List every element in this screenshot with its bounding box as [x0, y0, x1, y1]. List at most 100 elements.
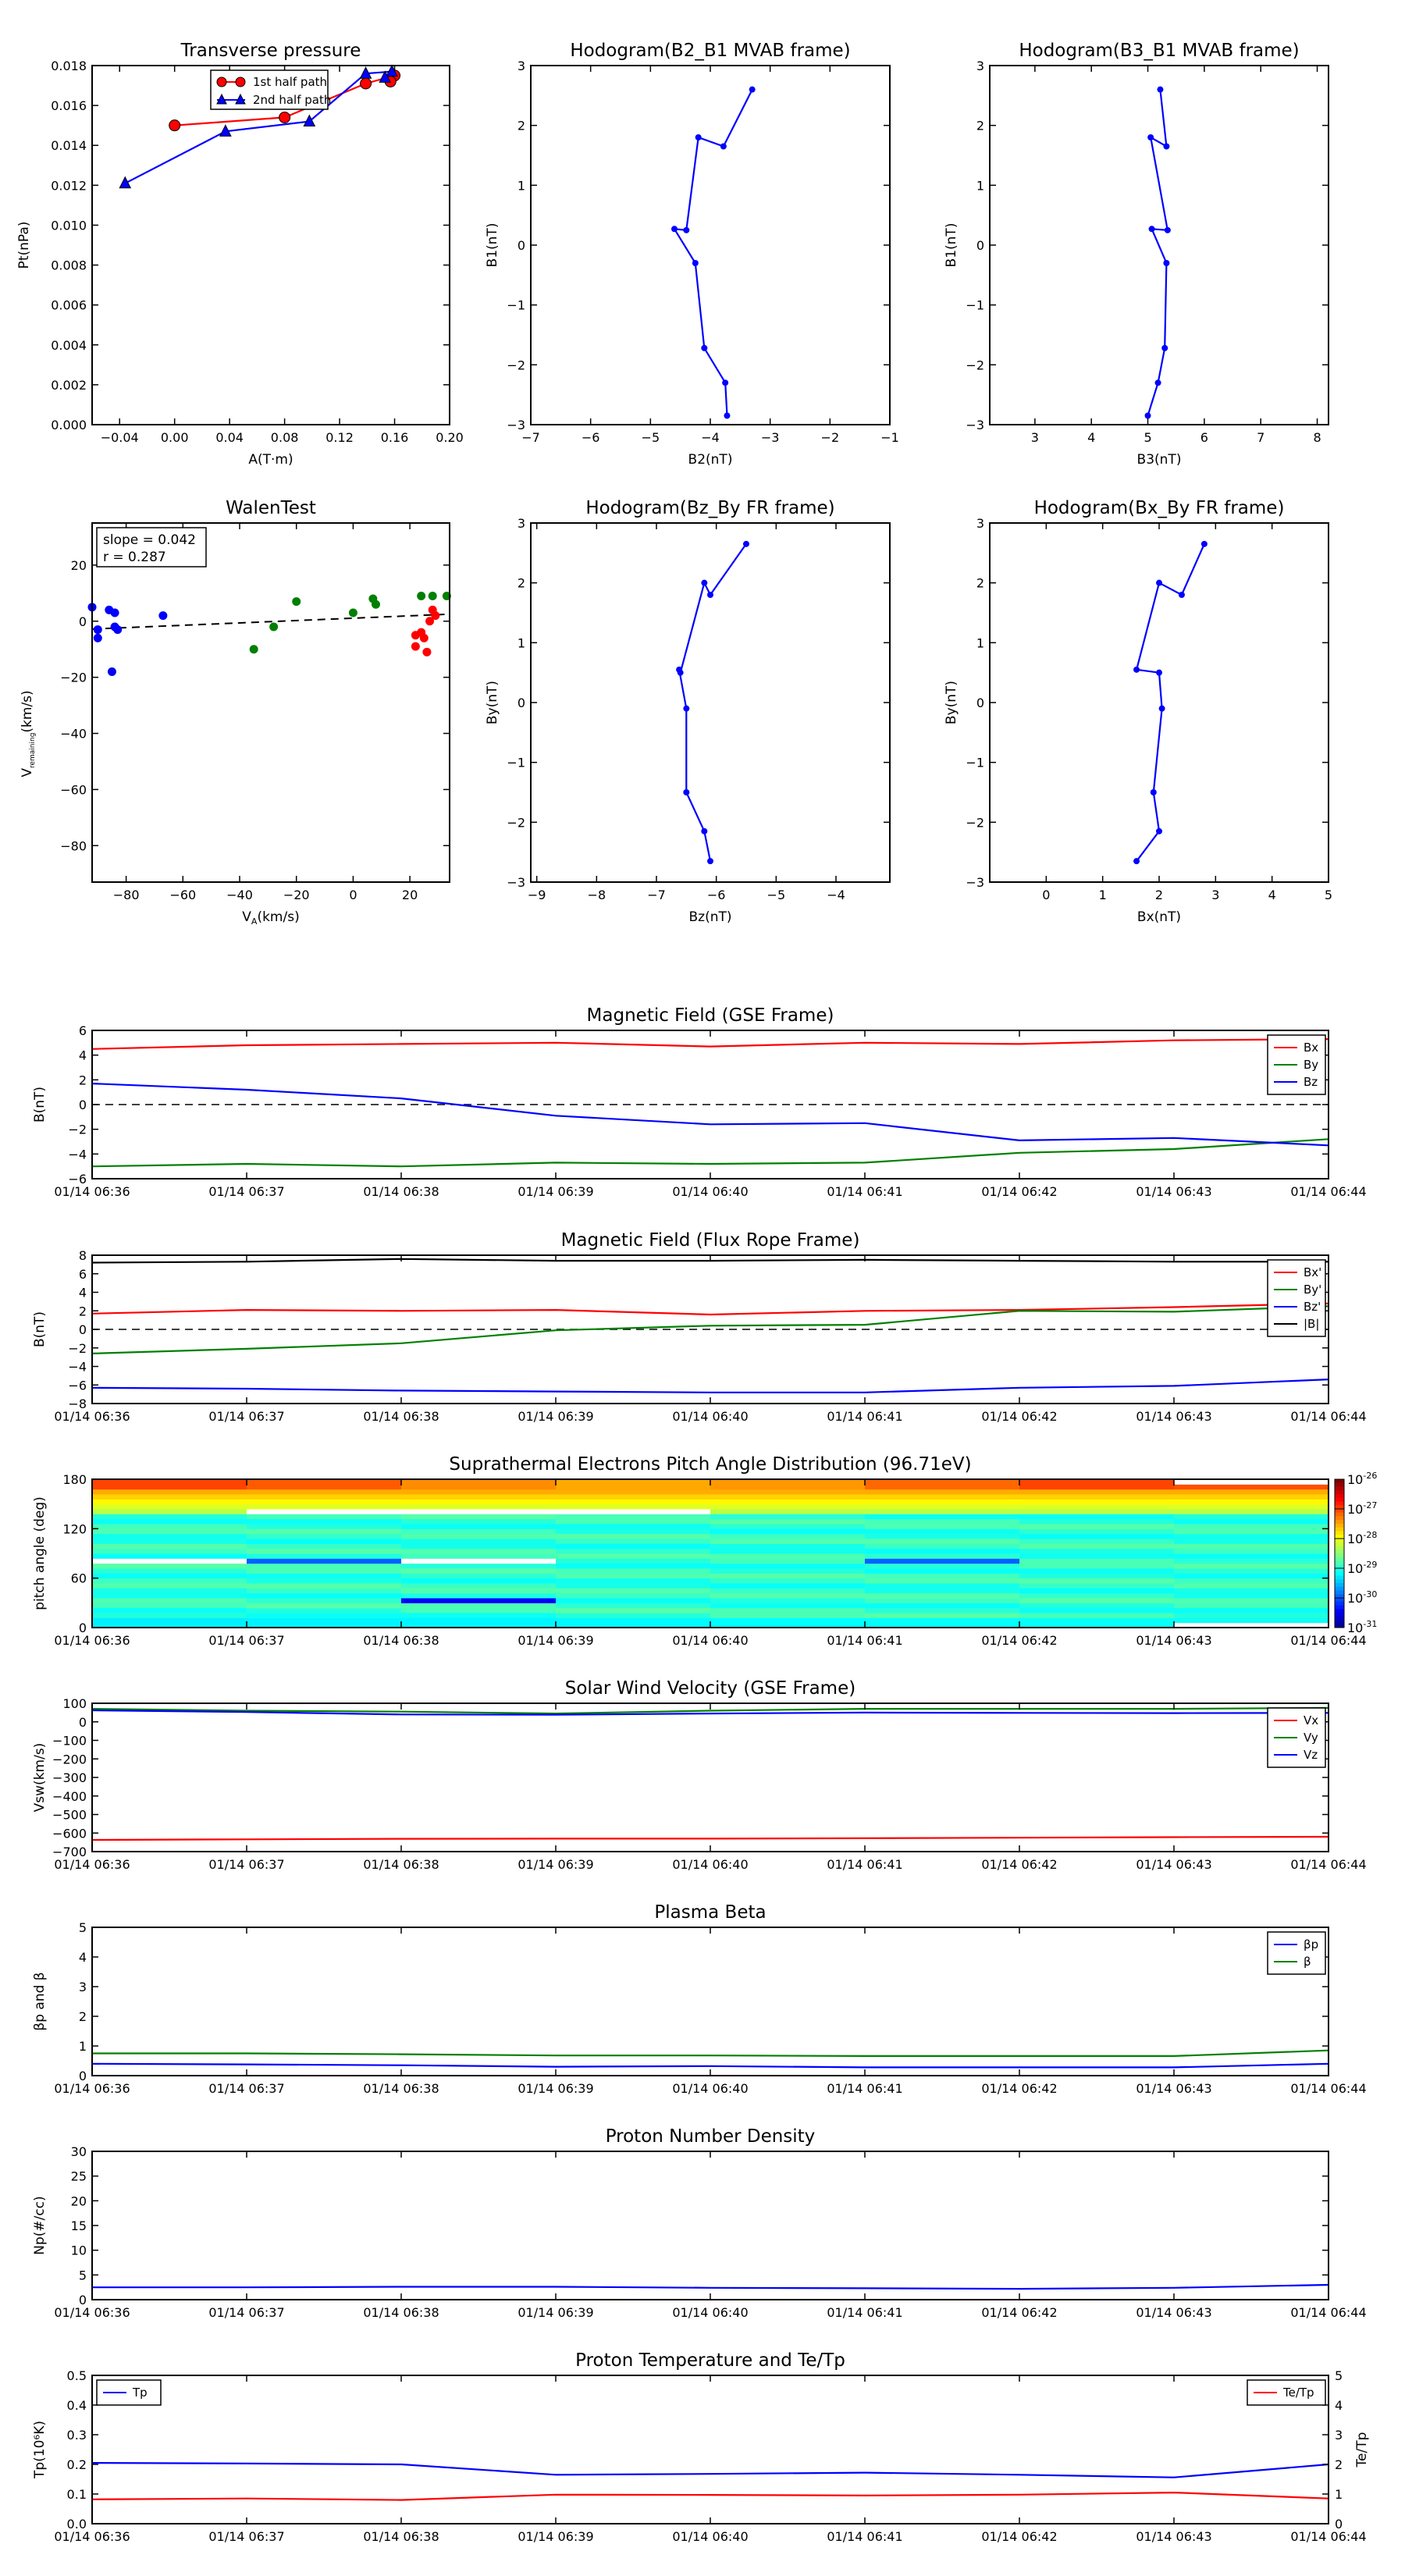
y-tick-label: −200	[52, 1752, 87, 1767]
y-tick-label: 0.014	[51, 138, 87, 153]
data-point-triangle	[219, 124, 232, 137]
heatmap-cell	[401, 1583, 557, 1589]
heatmap-cell	[710, 1622, 866, 1628]
heatmap-cell	[401, 1603, 557, 1609]
heatmap-cell	[1019, 1509, 1175, 1514]
data-point	[1148, 226, 1155, 233]
y-tick-label: −1	[507, 756, 525, 770]
colorbar-segment	[1335, 1509, 1344, 1514]
heatmap-cell	[865, 1524, 1020, 1529]
y-tick-label: 20	[71, 2194, 87, 2208]
series-line	[91, 1302, 1329, 1316]
time-tick-label: 01/14 06:37	[208, 1857, 284, 1872]
x-tick-label: −80	[113, 888, 140, 902]
y-axis-label: By(nT)	[485, 681, 500, 724]
colorbar-segment	[1335, 1497, 1344, 1502]
heatmap-cell	[401, 1548, 557, 1554]
y-tick-label: −300	[52, 1770, 87, 1785]
x-axis-label: B3(nT)	[1137, 452, 1182, 468]
y-tick-label: 0	[976, 696, 984, 710]
heatmap-cell	[401, 1598, 557, 1603]
colorbar-segment	[1335, 1516, 1344, 1521]
data-point	[683, 705, 690, 712]
data-point	[707, 592, 713, 598]
legend-label: Vy	[1304, 1731, 1318, 1745]
heatmap-cell	[401, 1563, 557, 1569]
y-tick-label: 8	[79, 1248, 87, 1263]
colorbar-segment	[1335, 1575, 1344, 1580]
y-tick-label: 6	[79, 1267, 87, 1282]
heatmap-cell	[1019, 1524, 1175, 1529]
series-line	[91, 1379, 1329, 1393]
heatmap-cell	[247, 1503, 402, 1510]
panel-h4: Hodogram(Bx_By FR frame) −3 −2 −1 0 1 2 3 0 1 2 3 4 5…	[944, 498, 1332, 925]
heatmap-cell	[401, 1533, 557, 1539]
heatmap-cell	[865, 1578, 1020, 1584]
time-tick-label: 01/14 06:44	[1290, 1409, 1366, 1424]
panel-pad: Suprathermal Electrons Pitch Angle Distr…	[32, 1454, 1377, 1648]
x-tick-label: −0.04	[101, 430, 139, 445]
colorbar-label: 10-29	[1347, 1560, 1377, 1576]
heatmap-cell	[92, 1573, 247, 1579]
heatmap-cell	[1174, 1598, 1329, 1603]
heatmap-cell	[1174, 1548, 1329, 1554]
heatmap-cell	[710, 1524, 866, 1529]
data-point-triangle	[119, 176, 132, 189]
plot-frame	[530, 522, 891, 883]
heatmap-cell	[247, 1592, 402, 1599]
heatmap-cell	[1019, 1499, 1175, 1505]
heatmap-cell	[401, 1578, 557, 1584]
series-line	[91, 2462, 1329, 2478]
x-tick-label: 6	[1200, 430, 1208, 445]
time-tick-label: 01/14 06:38	[363, 2305, 439, 2320]
heatmap-cell	[710, 1479, 866, 1485]
heatmap-cell	[1174, 1509, 1329, 1514]
y2-tick-label: 5	[1335, 2368, 1343, 2383]
x-tick-label: −6	[707, 888, 726, 902]
heatmap-cell	[556, 1553, 711, 1559]
data-point	[701, 827, 708, 834]
y-tick-label: 0.1	[67, 2487, 87, 2502]
heatmap-cell	[865, 1479, 1020, 1485]
colorbar-segment	[1335, 1609, 1344, 1614]
colorbar-segment	[1335, 1601, 1344, 1606]
time-tick-label: 01/14 06:38	[363, 1184, 439, 1199]
heatmap-cell	[1174, 1573, 1329, 1579]
time-tick-label: 01/14 06:43	[1136, 2305, 1211, 2320]
data-point	[93, 633, 102, 642]
y-tick-label: −4	[68, 1360, 87, 1375]
annotation-frame	[96, 527, 207, 568]
data-point	[417, 591, 426, 600]
y-tick-label: 0.002	[51, 378, 87, 393]
series-line	[91, 1138, 1329, 1168]
heatmap-cell	[710, 1499, 866, 1505]
heatmap-cell	[865, 1573, 1020, 1579]
plot-frame	[91, 2375, 1329, 2524]
heatmap-cell	[247, 1573, 402, 1579]
x-tick-label: −7	[521, 430, 540, 445]
x-tick-label: −40	[226, 888, 253, 902]
data-point	[1158, 705, 1165, 712]
y-tick-label: 4	[79, 1286, 87, 1300]
heatmap-cell	[92, 1578, 247, 1584]
colorbar-segment	[1335, 1605, 1344, 1610]
heatmap-cell	[92, 1568, 247, 1574]
legend-label: Vx	[1304, 1713, 1318, 1727]
y-tick-label: 20	[71, 558, 87, 573]
heatmap-cell	[1019, 1539, 1175, 1544]
heatmap-cell	[1019, 1479, 1175, 1485]
heatmap-cell	[710, 1489, 866, 1495]
heatmap-cell	[92, 1583, 247, 1589]
series-line	[1135, 543, 1205, 862]
y-tick-label: −700	[52, 1845, 87, 1859]
data-point	[1163, 260, 1170, 266]
heatmap-cell	[1019, 1588, 1175, 1594]
heatmap-cell	[247, 1484, 402, 1490]
x-tick-label: 0.08	[271, 430, 299, 445]
y-tick-label: −2	[68, 1123, 87, 1137]
y-tick-label: −2	[966, 358, 984, 372]
colorbar-segment	[1335, 1557, 1344, 1561]
time-tick-label: 01/14 06:40	[672, 2305, 748, 2320]
legend-marker	[235, 93, 246, 105]
y-tick-label: 1	[976, 635, 984, 650]
